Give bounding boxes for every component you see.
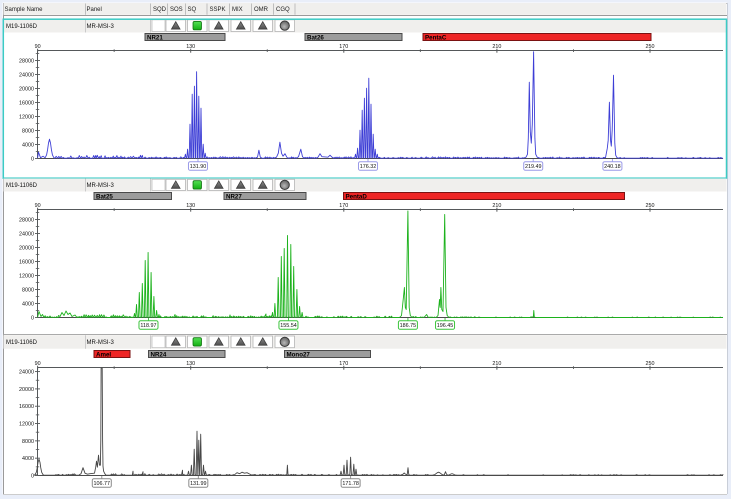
svg-text:210: 210 xyxy=(492,44,501,50)
svg-text:PentaD: PentaD xyxy=(346,193,368,200)
svg-text:Amel: Amel xyxy=(96,351,111,358)
svg-text:240.18: 240.18 xyxy=(604,164,621,170)
svg-text:250: 250 xyxy=(646,361,655,367)
svg-text:155.54: 155.54 xyxy=(280,323,297,329)
svg-text:MR-MSI-3: MR-MSI-3 xyxy=(87,183,115,189)
svg-text:219.49: 219.49 xyxy=(525,164,542,170)
svg-text:16000: 16000 xyxy=(19,260,34,266)
svg-text:131.90: 131.90 xyxy=(190,164,207,170)
svg-text:24000: 24000 xyxy=(19,232,34,238)
svg-text:Mono27: Mono27 xyxy=(287,351,311,358)
svg-text:90: 90 xyxy=(35,361,41,367)
svg-text:4000: 4000 xyxy=(22,143,34,149)
svg-text:20000: 20000 xyxy=(19,246,34,252)
svg-text:130: 130 xyxy=(186,44,195,50)
svg-text:106.77: 106.77 xyxy=(94,481,111,487)
svg-text:Sample Name: Sample Name xyxy=(5,7,44,13)
svg-text:170: 170 xyxy=(339,361,348,367)
svg-text:MR-MSI-3: MR-MSI-3 xyxy=(87,24,115,30)
svg-text:4000: 4000 xyxy=(22,302,34,308)
svg-text:8000: 8000 xyxy=(22,129,34,135)
svg-text:4000: 4000 xyxy=(22,456,34,462)
svg-text:SOS: SOS xyxy=(170,7,183,13)
svg-text:MIX: MIX xyxy=(232,7,243,13)
svg-text:12000: 12000 xyxy=(19,274,34,280)
svg-text:16000: 16000 xyxy=(19,404,34,410)
svg-text:130: 130 xyxy=(186,361,195,367)
svg-text:170: 170 xyxy=(339,44,348,50)
svg-text:196.45: 196.45 xyxy=(437,323,454,329)
svg-text:131.99: 131.99 xyxy=(190,481,207,487)
svg-text:M19-1106D: M19-1106D xyxy=(6,340,38,346)
svg-text:PentaC: PentaC xyxy=(425,34,447,41)
svg-text:20000: 20000 xyxy=(19,87,34,93)
svg-text:28000: 28000 xyxy=(19,218,34,224)
svg-text:SQD: SQD xyxy=(153,7,167,13)
svg-text:0: 0 xyxy=(31,474,34,480)
svg-text:NR27: NR27 xyxy=(226,193,242,200)
svg-text:12000: 12000 xyxy=(19,422,34,428)
svg-text:130: 130 xyxy=(186,203,195,209)
svg-text:CGQ: CGQ xyxy=(276,7,290,13)
svg-text:8000: 8000 xyxy=(22,288,34,294)
svg-text:0: 0 xyxy=(31,157,34,163)
svg-text:118.97: 118.97 xyxy=(140,323,156,329)
svg-text:OMR: OMR xyxy=(254,7,269,13)
svg-text:16000: 16000 xyxy=(19,101,34,107)
svg-text:250: 250 xyxy=(646,203,655,209)
svg-text:MR-MSI-3: MR-MSI-3 xyxy=(87,340,115,346)
svg-text:170: 170 xyxy=(339,203,348,209)
svg-text:Bat25: Bat25 xyxy=(96,193,113,200)
svg-text:Bat26: Bat26 xyxy=(307,34,324,41)
svg-text:Panel: Panel xyxy=(87,7,102,13)
svg-text:NR21: NR21 xyxy=(147,34,163,41)
svg-text:250: 250 xyxy=(646,44,655,50)
svg-text:90: 90 xyxy=(35,44,41,50)
svg-text:90: 90 xyxy=(35,203,41,209)
svg-text:NR24: NR24 xyxy=(151,351,167,358)
svg-text:20000: 20000 xyxy=(19,387,34,393)
svg-text:24000: 24000 xyxy=(19,73,34,79)
svg-text:12000: 12000 xyxy=(19,115,34,121)
svg-text:186.75: 186.75 xyxy=(400,323,417,329)
svg-text:176.32: 176.32 xyxy=(360,164,377,170)
svg-text:210: 210 xyxy=(492,361,501,367)
svg-text:0: 0 xyxy=(31,316,34,322)
svg-text:171.78: 171.78 xyxy=(342,481,359,487)
svg-text:24000: 24000 xyxy=(19,370,34,376)
svg-text:28000: 28000 xyxy=(19,59,34,65)
svg-text:8000: 8000 xyxy=(22,439,34,445)
svg-text:210: 210 xyxy=(492,203,501,209)
svg-text:SSPK: SSPK xyxy=(210,7,226,13)
svg-text:M19-1106D: M19-1106D xyxy=(6,24,38,30)
svg-text:SQ: SQ xyxy=(188,7,197,13)
svg-text:M19-1106D: M19-1106D xyxy=(6,183,38,189)
